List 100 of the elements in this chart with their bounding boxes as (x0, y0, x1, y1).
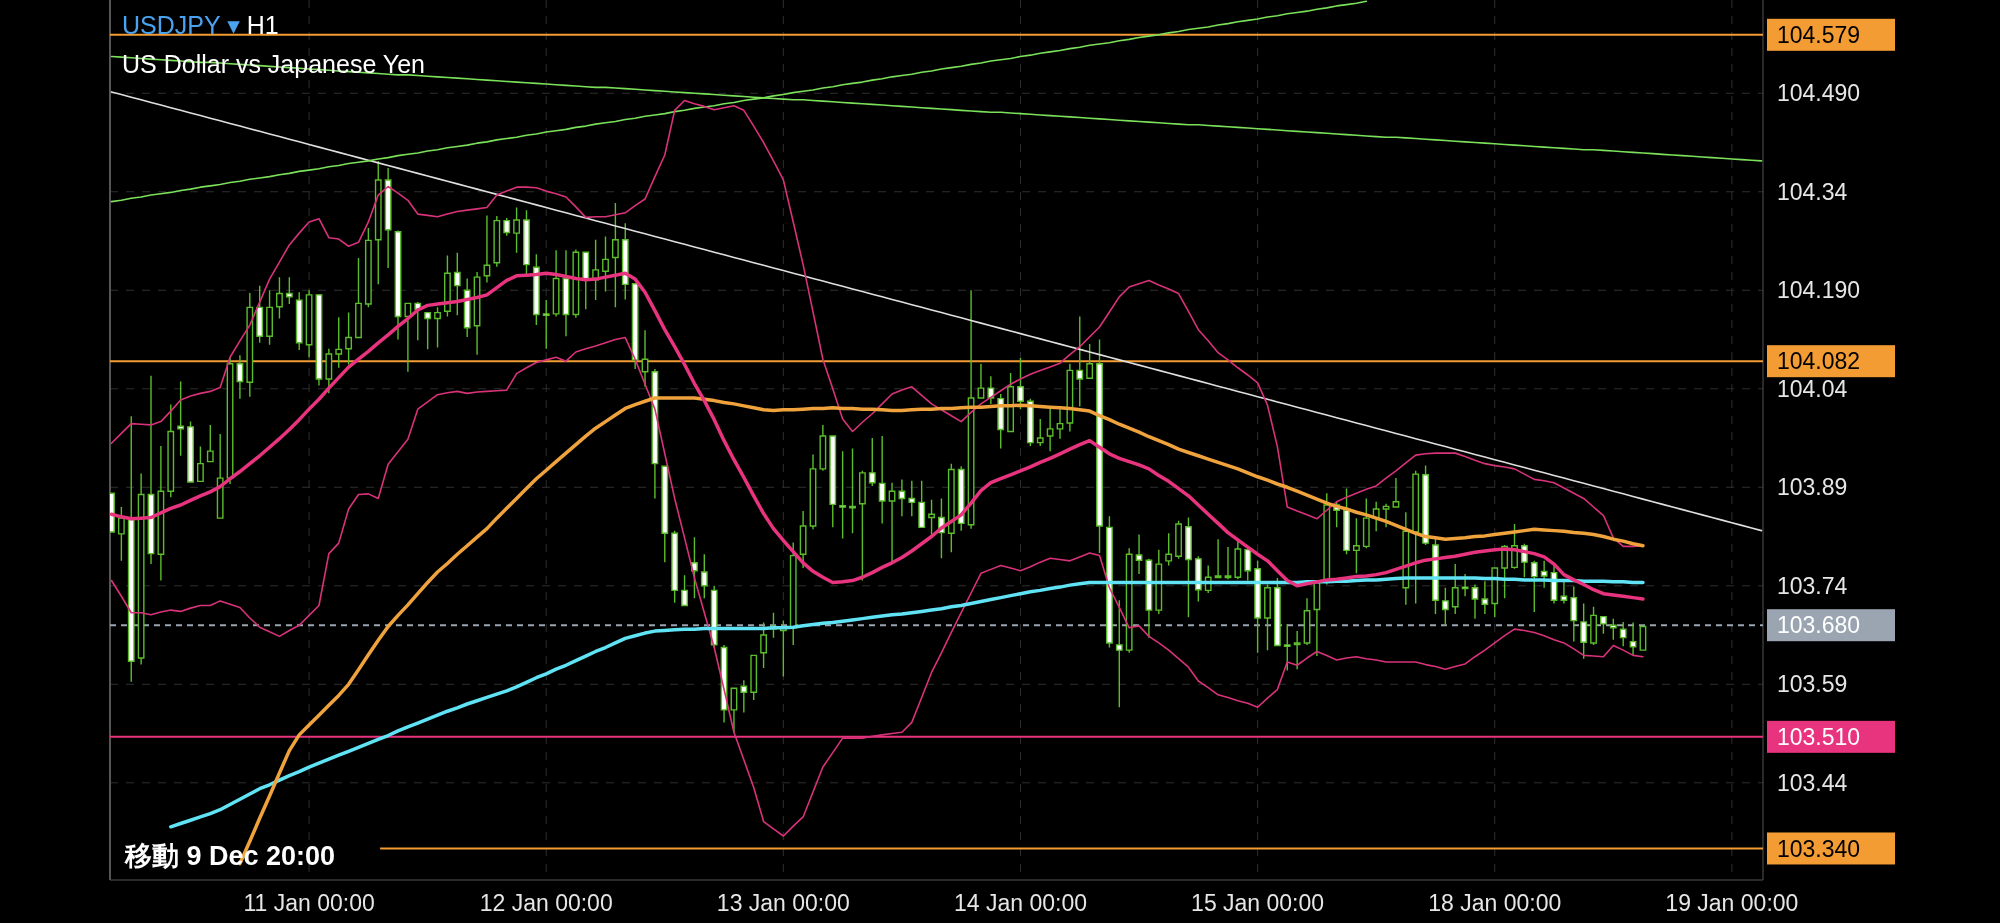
candlestick (858, 470, 866, 582)
candlestick (295, 291, 303, 351)
candlestick (1224, 546, 1232, 580)
candlestick (1451, 563, 1459, 615)
y-tick-label: 104.04 (1777, 375, 1848, 402)
candlestick (1619, 621, 1627, 647)
candlestick (384, 167, 392, 269)
candlestick (671, 529, 679, 604)
candlestick (444, 254, 451, 318)
candlestick (1560, 581, 1568, 605)
candlestick (681, 574, 688, 607)
candlestick (740, 679, 748, 714)
candlestick (868, 437, 876, 487)
candlestick (1422, 464, 1429, 546)
ref-line-label: 103.680 (1777, 612, 1861, 639)
candlestick (1362, 497, 1370, 550)
candlestick (552, 249, 560, 318)
candlestick (1353, 517, 1360, 575)
candlestick (1036, 418, 1044, 447)
candlestick (1135, 533, 1143, 575)
x-tick-label: 11 Jan 00:00 (243, 890, 375, 916)
candlestick (345, 311, 353, 366)
candlestick (1155, 548, 1163, 615)
candlestick (1530, 560, 1538, 613)
candlestick (849, 447, 856, 534)
candlestick (1145, 558, 1153, 639)
candlestick (236, 354, 244, 400)
candlestick (473, 271, 481, 356)
candlestick (1194, 555, 1202, 603)
candlestick (1303, 597, 1311, 646)
candlestick (898, 478, 906, 517)
candlestick (463, 277, 471, 338)
candlestick (503, 217, 511, 237)
line-series (169, 576, 1645, 829)
candlestick (691, 536, 698, 599)
candlestick (137, 472, 145, 666)
candlestick (513, 206, 520, 254)
candlestick (1264, 583, 1271, 651)
candlestick (1570, 585, 1578, 643)
candlestick (710, 585, 718, 649)
candlestick (394, 229, 402, 341)
candlestick (1481, 580, 1489, 615)
candlestick (276, 276, 283, 320)
candlestick (789, 541, 797, 646)
candlestick (1343, 487, 1350, 555)
candlestick (1165, 532, 1173, 567)
candlestick (730, 686, 738, 733)
candlestick (325, 348, 333, 395)
candlestick (947, 462, 955, 553)
candlestick (651, 368, 659, 500)
candlestick (1283, 623, 1291, 672)
candlestick (196, 445, 204, 483)
candlestick (1026, 397, 1034, 447)
candlestick (117, 506, 125, 562)
candlestick (1580, 602, 1588, 660)
candlestick (888, 481, 896, 564)
candlestick (661, 465, 669, 563)
candlestick (987, 375, 995, 405)
y-tick-label: 104.190 (1777, 277, 1861, 304)
candlestick (967, 289, 975, 530)
candlestick (542, 299, 550, 350)
candlestick (434, 306, 441, 349)
candlestick (266, 289, 273, 346)
y-tick-label: 103.74 (1777, 572, 1848, 599)
candlestick (305, 289, 313, 358)
candlestick (1441, 587, 1449, 627)
candlestick (572, 248, 580, 319)
candlestick (1392, 477, 1400, 509)
candlestick (750, 654, 758, 701)
candlestick (1629, 621, 1637, 657)
candlestick (602, 235, 609, 293)
candlestick (1214, 538, 1222, 579)
ref-line-label: 103.340 (1777, 835, 1861, 862)
x-tick-label: 13 Jan 00:00 (716, 890, 850, 916)
candlestick (493, 215, 501, 268)
candlestick (1007, 372, 1015, 433)
candlestick (315, 294, 323, 387)
y-tick-label: 103.59 (1777, 671, 1848, 698)
candlestick (1175, 520, 1182, 560)
candlestick (918, 480, 926, 529)
candlestick (355, 257, 362, 339)
candlestick (177, 380, 185, 457)
candlestick (1096, 338, 1103, 554)
candlestick (1056, 408, 1064, 440)
candlestick (957, 465, 965, 532)
x-tick-label: 18 Jan 00:00 (1428, 890, 1562, 916)
candlestick (760, 621, 768, 669)
candlestick (1066, 363, 1074, 433)
text: USDJPY ▾ H1 (122, 11, 279, 39)
x-tick-label: 14 Jan 00:00 (953, 890, 1087, 916)
candlestick (1076, 315, 1084, 408)
candlestick (641, 329, 649, 388)
candlestick (1105, 515, 1113, 649)
candlestick (878, 435, 886, 525)
candlestick (809, 453, 817, 531)
candlestick (1461, 573, 1469, 597)
candlestick (127, 415, 135, 683)
candlestick (453, 252, 461, 316)
candlestick (1254, 560, 1262, 654)
candlestick (1491, 566, 1499, 619)
